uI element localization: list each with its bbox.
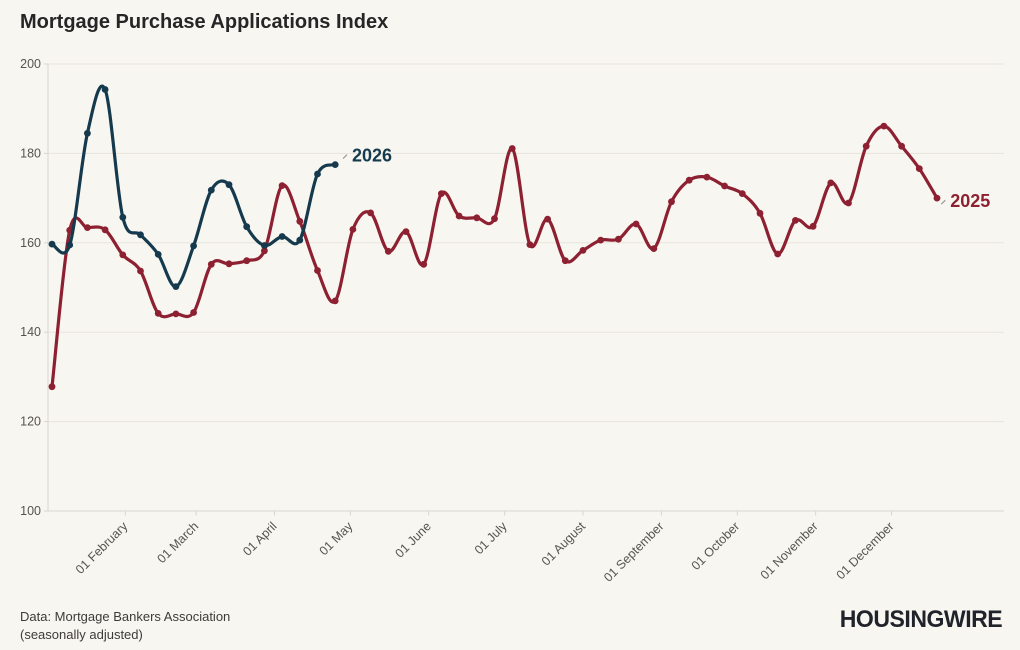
x-axis-tick-label: 01 October [689,519,743,573]
data-point-2025 [774,250,782,258]
data-point-2025 [650,245,658,253]
data-point-2026 [225,181,233,189]
data-point-2025 [862,142,870,150]
data-point-2025 [101,226,109,234]
data-source-line2: (seasonally adjusted) [20,626,143,642]
data-point-2025 [384,247,392,255]
data-point-2026 [243,223,251,231]
data-point-2025 [915,165,923,173]
data-point-2026 [84,129,91,137]
data-point-2025 [455,212,463,220]
data-point-2025 [225,260,233,268]
data-point-2026 [154,251,162,258]
x-axis-tick-label: 01 December [834,519,897,582]
chart-title: Mortgage Purchase Applications Index [20,11,389,33]
data-point-2025 [207,260,215,268]
data-point-2026 [48,240,56,248]
data-point-2025 [473,214,481,222]
data-point-2025 [827,179,835,187]
data-point-2025 [508,145,516,152]
data-point-2025 [880,122,888,130]
data-point-2025 [296,217,304,225]
data-point-2026 [101,86,109,93]
series-label-2026: 2026 [352,146,392,166]
data-point-2025 [668,198,675,206]
data-point-2025 [172,310,180,318]
y-axis-tick-label: 120 [20,415,41,429]
data-point-2025 [845,199,852,207]
y-axis-tick-label: 180 [20,146,41,160]
x-axis-tick-label: 01 April [240,519,279,558]
series-line-2026 [50,84,337,289]
data-source-line1: Data: Mortgage Bankers Association [20,609,231,624]
data-point-2026 [331,161,339,169]
data-point-2025 [137,267,144,275]
data-point-2026 [172,283,180,290]
x-axis-tick-label: 01 August [539,519,589,569]
data-point-2025 [48,383,56,391]
series-label-2025: 2025 [950,191,990,211]
data-point-2025 [809,222,817,230]
data-point-2025 [154,310,162,317]
data-point-2025 [119,251,127,259]
y-axis-tick-label: 100 [20,504,41,518]
data-point-2025 [526,241,534,249]
data-point-2025 [632,220,640,228]
data-point-2025 [261,247,268,255]
data-point-2025 [438,190,445,198]
data-point-2025 [402,228,410,236]
data-point-2025 [933,194,941,202]
data-point-2025 [243,257,251,265]
data-point-2025 [721,182,728,190]
data-point-2026 [296,236,304,244]
data-source-note: Data: Mortgage Bankers Association (seas… [20,608,230,643]
y-axis-tick-label: 140 [20,325,41,339]
x-axis-tick-label: 01 February [73,519,131,577]
data-point-2026 [66,241,74,249]
data-point-2025 [278,182,286,190]
data-point-2025 [792,217,799,224]
data-point-2026 [190,242,198,250]
x-axis-tick-label: 01 May [317,519,356,558]
data-point-2026 [137,231,144,239]
data-point-2026 [207,186,215,194]
data-point-2025 [561,257,569,265]
data-point-2026 [314,170,321,178]
data-point-2025 [349,226,357,233]
data-point-2025 [420,260,428,268]
x-axis-tick-label: 01 March [155,519,202,566]
data-point-2025 [331,297,339,305]
data-point-2025 [544,215,551,223]
series-label-leader-2026 [342,154,348,160]
data-point-2025 [579,247,587,254]
data-point-2026 [261,242,268,249]
x-axis-tick-label: 01 November [758,519,821,582]
x-axis-tick-label: 01 June [393,519,434,560]
x-axis-tick-label: 01 July [472,519,510,557]
data-point-2025 [756,209,764,217]
data-point-2025 [84,224,91,232]
data-point-2026 [278,233,286,240]
y-axis-tick-label: 200 [20,57,41,71]
y-axis-tick-label: 160 [20,236,41,250]
data-point-2025 [615,235,622,243]
data-point-2025 [190,309,198,316]
data-point-2026 [119,213,127,221]
data-point-2025 [367,209,374,217]
x-axis-tick-label: 01 September [601,519,666,584]
data-point-2025 [703,173,711,181]
series-label-leader-2025 [940,199,946,205]
series-line-2025 [50,124,939,389]
data-point-2025 [738,190,746,198]
data-point-2025 [314,267,321,274]
housingwire-logo: HOUSINGWIRE [839,606,1003,633]
data-point-2025 [491,215,498,223]
data-point-2025 [597,236,605,244]
data-point-2025 [685,176,693,184]
data-point-2025 [898,142,905,150]
